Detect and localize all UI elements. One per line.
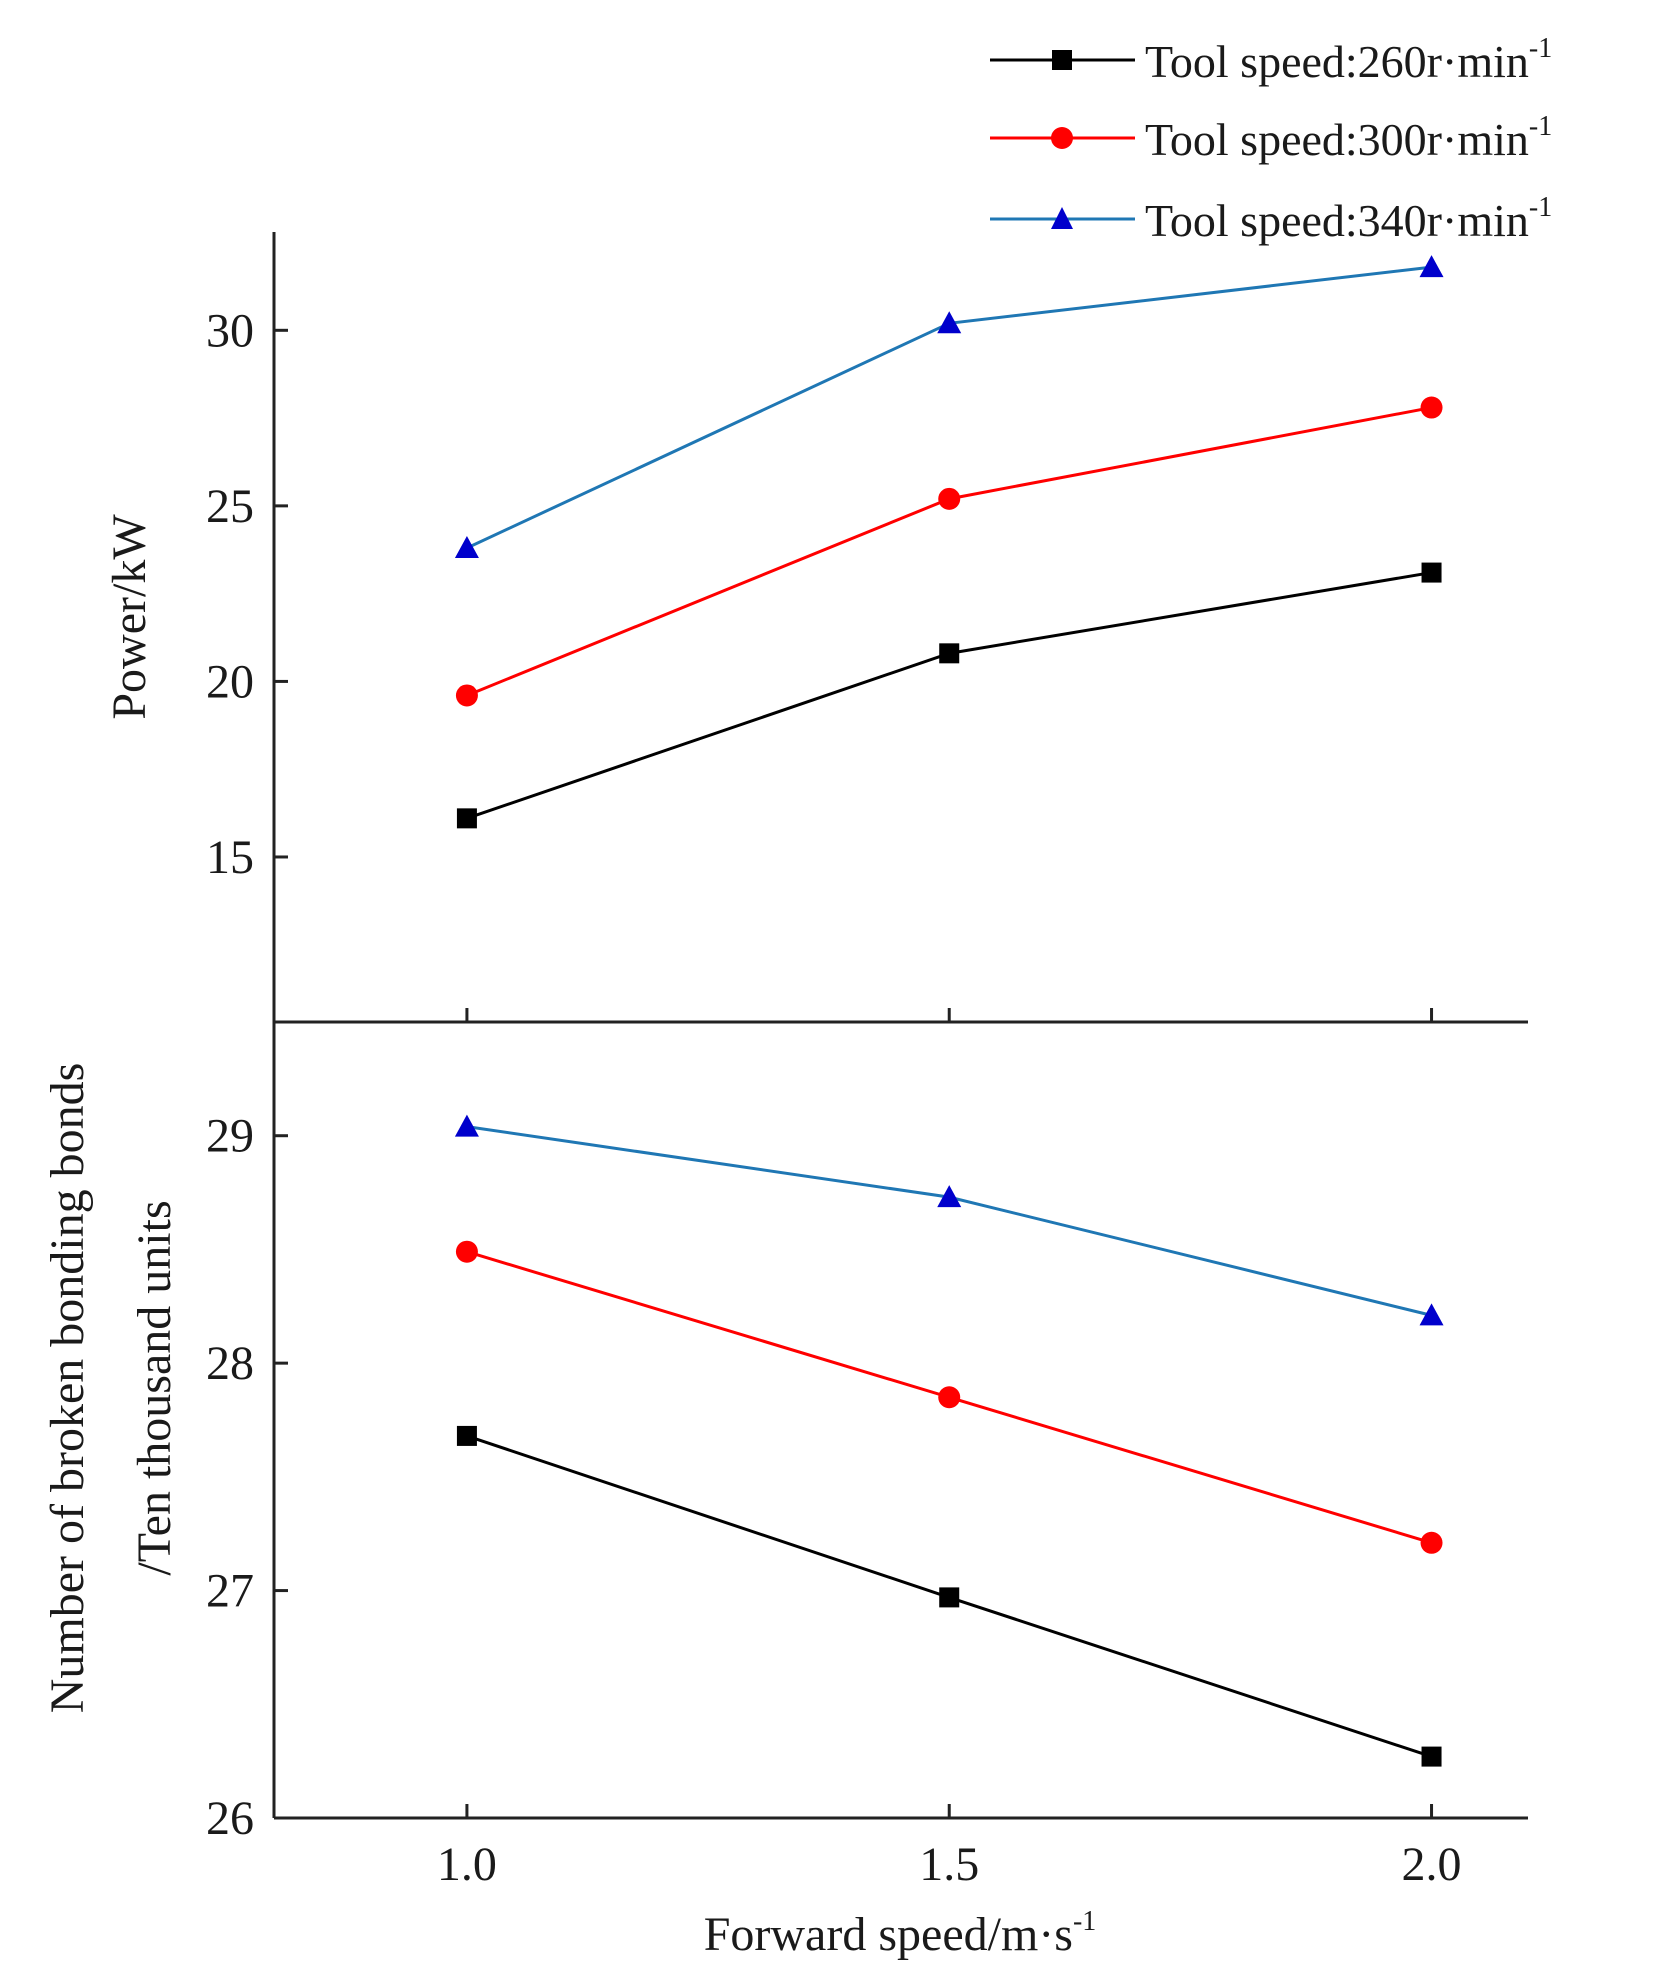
point-bottom-340-1.5 xyxy=(937,1185,962,1208)
legend-marker-300 xyxy=(1051,127,1073,149)
point-bottom-260-1.5 xyxy=(939,1587,960,1608)
legend-label-260: Tool speed:260r·min-1 xyxy=(1145,33,1552,87)
y-tick-label-top-15: 15 xyxy=(206,831,254,884)
legend-item-340: Tool speed:340r·min-1 xyxy=(990,192,1552,246)
bottom-y-axis-label-line-2: /Ten thousand units xyxy=(128,1200,181,1575)
x-axis-label: Forward speed/m·s-1 xyxy=(704,1906,1097,1961)
point-top-260-2 xyxy=(1421,562,1442,583)
y-tick-label-bottom-26: 26 xyxy=(206,1792,254,1845)
legend-label-300: Tool speed:300r·min-1 xyxy=(1145,111,1552,165)
point-bottom-300-1 xyxy=(455,1240,478,1263)
series-line-bottom-340 xyxy=(466,1125,1432,1317)
bottom-y-axis-label-line-1: Number of broken bonding bonds xyxy=(41,1063,94,1714)
point-top-300-2 xyxy=(1420,396,1443,419)
legend-label-340: Tool speed:340r·min-1 xyxy=(1145,192,1552,246)
point-top-340-2 xyxy=(1419,255,1444,278)
point-bottom-340-2 xyxy=(1419,1303,1444,1326)
legend-marker-260 xyxy=(1052,50,1072,70)
y-tick-label-top-20: 20 xyxy=(206,655,254,708)
y-tick-label-bottom-29: 29 xyxy=(206,1110,254,1163)
point-top-300-1 xyxy=(455,684,478,707)
point-top-260-1 xyxy=(456,808,477,829)
x-tick-label-1.5: 1.5 xyxy=(919,1838,979,1891)
series-line-top-260 xyxy=(466,571,1432,820)
point-bottom-300-2 xyxy=(1420,1531,1443,1554)
point-top-300-1.5 xyxy=(938,487,961,510)
point-bottom-260-1 xyxy=(456,1425,477,1446)
point-top-340-1.5 xyxy=(937,311,962,334)
chart-layer: 15 20 25 30 26 27 28 29 1.0 1.5 2.0 xyxy=(206,255,1462,1891)
y-tick-label-top-25: 25 xyxy=(206,480,254,533)
x-tick-label-1.0: 1.0 xyxy=(437,1838,497,1891)
legend-marker-340 xyxy=(1051,207,1073,229)
legend: Tool speed:260r·min-1 Tool speed:300r·mi… xyxy=(990,33,1552,246)
point-bottom-300-1.5 xyxy=(938,1386,961,1409)
axes-frame xyxy=(272,232,1528,1820)
point-bottom-340-1 xyxy=(454,1114,479,1137)
legend-item-300: Tool speed:300r·min-1 xyxy=(990,111,1552,165)
top-y-axis-label: Power/kW xyxy=(103,514,156,720)
y-tick-label-bottom-28: 28 xyxy=(206,1337,254,1390)
y-tick-label-top-30: 30 xyxy=(206,304,254,357)
legend-item-260: Tool speed:260r·min-1 xyxy=(990,33,1552,87)
point-top-260-1.5 xyxy=(939,643,960,664)
point-top-340-1 xyxy=(454,536,479,558)
x-tick-label-2.0: 2.0 xyxy=(1402,1838,1462,1891)
point-bottom-260-2 xyxy=(1421,1746,1442,1767)
y-tick-label-bottom-27: 27 xyxy=(206,1565,254,1618)
